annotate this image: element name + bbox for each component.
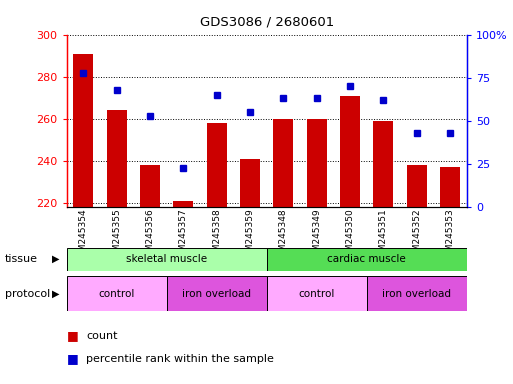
Text: control: control bbox=[299, 289, 335, 299]
Bar bbox=[240, 159, 260, 207]
Text: GDS3086 / 2680601: GDS3086 / 2680601 bbox=[200, 15, 334, 28]
Bar bbox=[373, 121, 393, 207]
Text: cardiac muscle: cardiac muscle bbox=[327, 254, 406, 264]
Bar bbox=[340, 96, 360, 207]
Text: iron overload: iron overload bbox=[182, 289, 251, 299]
Bar bbox=[407, 165, 427, 207]
Text: percentile rank within the sample: percentile rank within the sample bbox=[86, 354, 274, 364]
Bar bbox=[273, 119, 293, 207]
Text: ▶: ▶ bbox=[51, 254, 59, 264]
Bar bbox=[67, 276, 167, 311]
Bar bbox=[140, 165, 160, 207]
Text: ■: ■ bbox=[67, 353, 78, 366]
Bar bbox=[267, 248, 467, 271]
Bar bbox=[267, 276, 367, 311]
Text: ■: ■ bbox=[67, 329, 78, 343]
Text: count: count bbox=[86, 331, 117, 341]
Bar bbox=[367, 276, 467, 311]
Text: iron overload: iron overload bbox=[382, 289, 451, 299]
Text: control: control bbox=[98, 289, 135, 299]
Bar bbox=[307, 119, 327, 207]
Bar bbox=[440, 167, 460, 207]
Bar bbox=[107, 111, 127, 207]
Text: protocol: protocol bbox=[5, 289, 50, 299]
Text: ▶: ▶ bbox=[51, 289, 59, 299]
Text: tissue: tissue bbox=[5, 254, 38, 264]
Bar bbox=[167, 276, 267, 311]
Bar bbox=[73, 53, 93, 207]
Bar bbox=[173, 201, 193, 207]
Text: skeletal muscle: skeletal muscle bbox=[126, 254, 207, 264]
Bar bbox=[207, 123, 227, 207]
Bar bbox=[67, 248, 267, 271]
